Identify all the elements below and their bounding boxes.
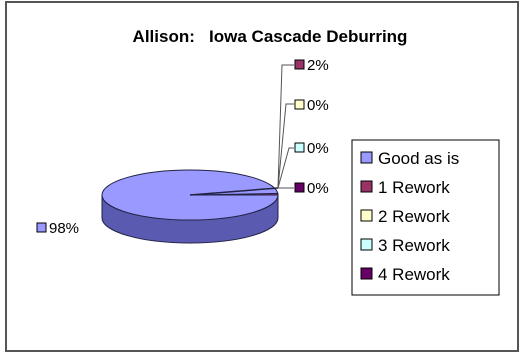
data-label-1-rework: 2% bbox=[307, 57, 329, 74]
data-label-marker-4-rework bbox=[294, 182, 305, 193]
leader-line-3-rework bbox=[277, 147, 294, 189]
leader-line-2-rework bbox=[277, 103, 294, 189]
data-label-2-rework: 0% bbox=[307, 97, 329, 114]
legend-swatch-3-rework bbox=[360, 238, 373, 251]
slice-1-rework bbox=[189, 192, 279, 196]
chart-title: Allison: Iowa Cascade Deburring bbox=[133, 27, 408, 46]
legend-swatch-2-rework bbox=[360, 209, 373, 222]
legend-label-4-rework: 4 Rework bbox=[378, 265, 450, 284]
data-label-4-rework: 0% bbox=[307, 180, 329, 197]
legend-label-3-rework: 3 Rework bbox=[378, 236, 450, 255]
legend: Good as is 1 Rework 2 Rework 3 Rework 4 … bbox=[351, 139, 500, 296]
data-label-marker-2-rework bbox=[294, 99, 305, 110]
legend-swatch-4-rework bbox=[360, 267, 373, 280]
data-label-marker-1-rework bbox=[294, 59, 305, 70]
data-label-marker-3-rework bbox=[294, 142, 305, 153]
legend-box bbox=[351, 139, 500, 296]
pie bbox=[101, 169, 279, 244]
slice-divider bbox=[189, 187, 279, 196]
legend-label-2-rework: 2 Rework bbox=[378, 207, 450, 226]
leader-lines bbox=[277, 64, 294, 189]
leader-line-1-rework bbox=[277, 64, 294, 189]
legend-swatch-good-as-is bbox=[360, 151, 373, 164]
data-label-3-rework: 0% bbox=[307, 140, 329, 157]
data-label-good-as-is: 98% bbox=[49, 220, 79, 237]
legend-label-good-as-is: Good as is bbox=[378, 149, 459, 168]
legend-label-1-rework: 1 Rework bbox=[378, 178, 450, 197]
data-label-marker-good-as-is bbox=[36, 222, 47, 233]
legend-swatch-1-rework bbox=[360, 180, 373, 193]
